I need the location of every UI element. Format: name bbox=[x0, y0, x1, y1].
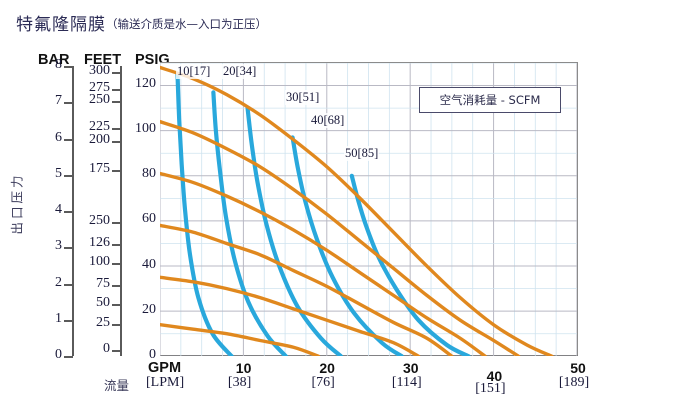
bar-tick-mark bbox=[64, 66, 73, 68]
x-tick-lpm: [76] bbox=[311, 375, 335, 390]
bar-tick-mark bbox=[64, 211, 73, 213]
x-tick-gpm: 10 bbox=[235, 360, 252, 376]
x-tick-gpm: 20 bbox=[319, 360, 335, 376]
plot-area bbox=[160, 62, 578, 357]
feet-tick-label: 100 bbox=[89, 254, 110, 269]
feet-tick-label: 250 bbox=[89, 213, 110, 228]
feet-tick-mark bbox=[112, 170, 121, 172]
feet-axis-line bbox=[120, 66, 122, 356]
curve-label-4068: 40[68] bbox=[310, 113, 346, 128]
feet-tick-mark bbox=[112, 244, 121, 246]
psig-tick-label: 20 bbox=[142, 301, 156, 317]
title-sub-text: （输送介质是水—入口为正压） bbox=[106, 17, 267, 31]
feet-tick-label: 225 bbox=[89, 119, 110, 134]
feet-tick-label: 250 bbox=[89, 92, 110, 107]
feet-tick-mark bbox=[112, 141, 121, 143]
bar-axis-line bbox=[72, 66, 74, 356]
axis-header-bar: BAR bbox=[38, 52, 70, 68]
feet-tick-mark bbox=[112, 222, 121, 224]
feet-tick-label: 50 bbox=[96, 295, 110, 310]
bar-tick-label: 7 bbox=[55, 93, 62, 109]
psig-tick-label: 100 bbox=[135, 120, 156, 136]
bar-tick-mark bbox=[64, 319, 73, 322]
psig-tick-label: 80 bbox=[142, 166, 156, 182]
bar-tick-label: 6 bbox=[55, 129, 62, 145]
bar-tick-mark bbox=[64, 174, 73, 177]
bar-tick-label: 5 bbox=[55, 165, 62, 181]
bar-tick-mark bbox=[64, 356, 73, 358]
axis-header-feet: FEET bbox=[84, 52, 122, 68]
bar-tick-label: 0 bbox=[55, 347, 62, 362]
x-axis-unit-lpm: [LPM] bbox=[146, 375, 185, 390]
title-main-text: 特氟隆隔膜 bbox=[16, 15, 106, 35]
psig-tick-label: 40 bbox=[142, 256, 156, 272]
feet-tick-label: 75 bbox=[96, 276, 110, 291]
feet-tick-label: 175 bbox=[89, 161, 110, 176]
bar-tick-mark bbox=[64, 102, 73, 105]
feet-tick-mark bbox=[112, 89, 121, 91]
feet-tick-mark bbox=[112, 304, 121, 306]
bar-tick-mark bbox=[64, 247, 73, 250]
bar-tick-label: 1 bbox=[55, 310, 62, 326]
x-axis-caption: 流量 bbox=[104, 378, 130, 393]
feet-tick-mark bbox=[112, 285, 121, 287]
x-axis-unit-gpm: GPM bbox=[148, 360, 182, 376]
feet-tick-mark bbox=[112, 101, 121, 103]
curve-label-5085: 50[85] bbox=[344, 146, 380, 161]
feet-tick-label: 126 bbox=[89, 235, 110, 250]
x-tick-lpm: [114] bbox=[391, 375, 422, 390]
feet-tick-label: 200 bbox=[89, 132, 110, 147]
x-tick-lpm: [189] bbox=[558, 375, 590, 390]
x-tick-lpm: [151] bbox=[475, 381, 506, 396]
legend-box: 空气消耗量 - SCFM bbox=[419, 87, 561, 113]
feet-tick-label: 275 bbox=[89, 80, 110, 95]
psig-tick-label: 0 bbox=[149, 347, 156, 362]
x-tick-gpm: 50 bbox=[570, 360, 586, 376]
y-axis-caption: 出口压力 bbox=[9, 172, 25, 235]
feet-tick-label: 25 bbox=[96, 315, 110, 330]
feet-tick-mark bbox=[112, 128, 121, 130]
curve-label-2034: 20[34] bbox=[222, 64, 258, 79]
curve-label-3051: 30[51] bbox=[285, 90, 321, 105]
curve-group bbox=[160, 65, 554, 357]
x-tick-lpm: [38] bbox=[227, 375, 252, 390]
legend-label: 空气消耗量 - SCFM bbox=[439, 93, 541, 107]
bar-tick-mark bbox=[64, 138, 73, 141]
bar-tick-mark bbox=[64, 283, 73, 286]
bar-tick-label: 3 bbox=[55, 238, 62, 254]
bar-tick-label: 4 bbox=[55, 202, 62, 217]
feet-tick-mark bbox=[112, 324, 121, 326]
chart-title: 特氟隆隔膜（输送介质是水—入口为正压） bbox=[16, 10, 267, 35]
feet-tick-mark bbox=[112, 263, 121, 265]
x-tick-gpm: 30 bbox=[403, 360, 419, 376]
psig-tick-label: 60 bbox=[142, 211, 156, 227]
x-tick-gpm: 40 bbox=[486, 368, 503, 384]
bar-tick-label: 8 bbox=[55, 57, 62, 72]
feet-tick-mark bbox=[112, 72, 121, 74]
curve-label-1017: 10[17] bbox=[176, 64, 212, 79]
feet-tick-label: 0 bbox=[103, 341, 110, 356]
feet-tick-mark bbox=[112, 350, 121, 352]
feet-tick-label: 300 bbox=[89, 63, 110, 78]
psig-tick-label: 120 bbox=[135, 75, 156, 91]
bar-tick-label: 2 bbox=[55, 274, 62, 290]
